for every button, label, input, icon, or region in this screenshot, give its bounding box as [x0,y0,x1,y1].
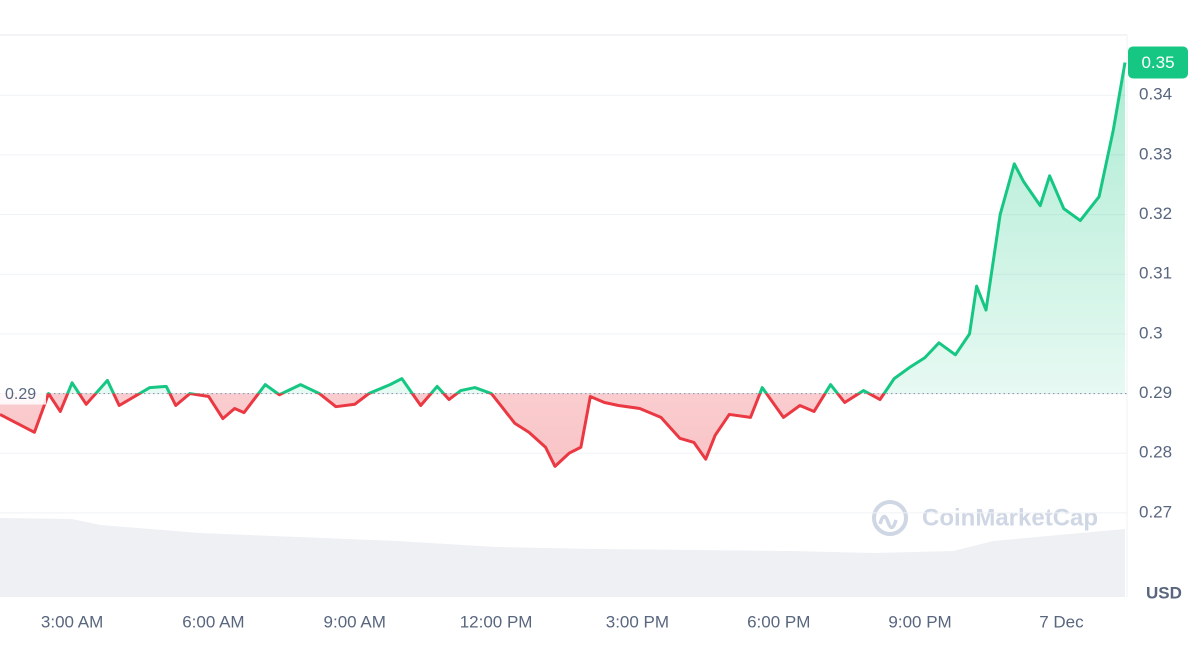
x-tick-label: 9:00 PM [888,612,951,631]
y-axis-label: USD [1146,583,1182,602]
y-tick-label: 0.28 [1139,443,1172,462]
x-tick-label: 9:00 AM [324,612,386,631]
y-tick-label: 0.33 [1139,144,1172,163]
price-line-down [0,393,886,468]
x-tick-label: 3:00 PM [606,612,669,631]
baseline-label-bg [0,382,46,405]
price-line-up [46,62,1127,394]
watermark-text: CoinMarketCap [922,504,1098,531]
watermark: CoinMarketCap [872,500,1098,536]
y-tick-label: 0.29 [1139,383,1172,402]
area-up [0,62,1125,394]
y-tick-label: 0.32 [1139,204,1172,223]
last-price-badge [1128,46,1188,79]
x-tick-label: 3:00 AM [41,612,103,631]
area-down [0,393,885,467]
volume-area [0,518,1125,597]
x-tick-label: 12:00 PM [460,612,533,631]
y-tick-label: 0.3 [1139,323,1163,342]
x-tick-label: 6:00 AM [182,612,244,631]
y-tick-label: 0.31 [1139,264,1172,283]
last-price-label: 0.35 [1141,53,1174,72]
baseline-label: 0.29 [5,386,36,403]
y-tick-label: 0.27 [1139,502,1172,521]
x-tick-label: 7 Dec [1039,612,1084,631]
y-tick-label: 0.34 [1139,85,1172,104]
x-tick-label: 6:00 PM [747,612,810,631]
